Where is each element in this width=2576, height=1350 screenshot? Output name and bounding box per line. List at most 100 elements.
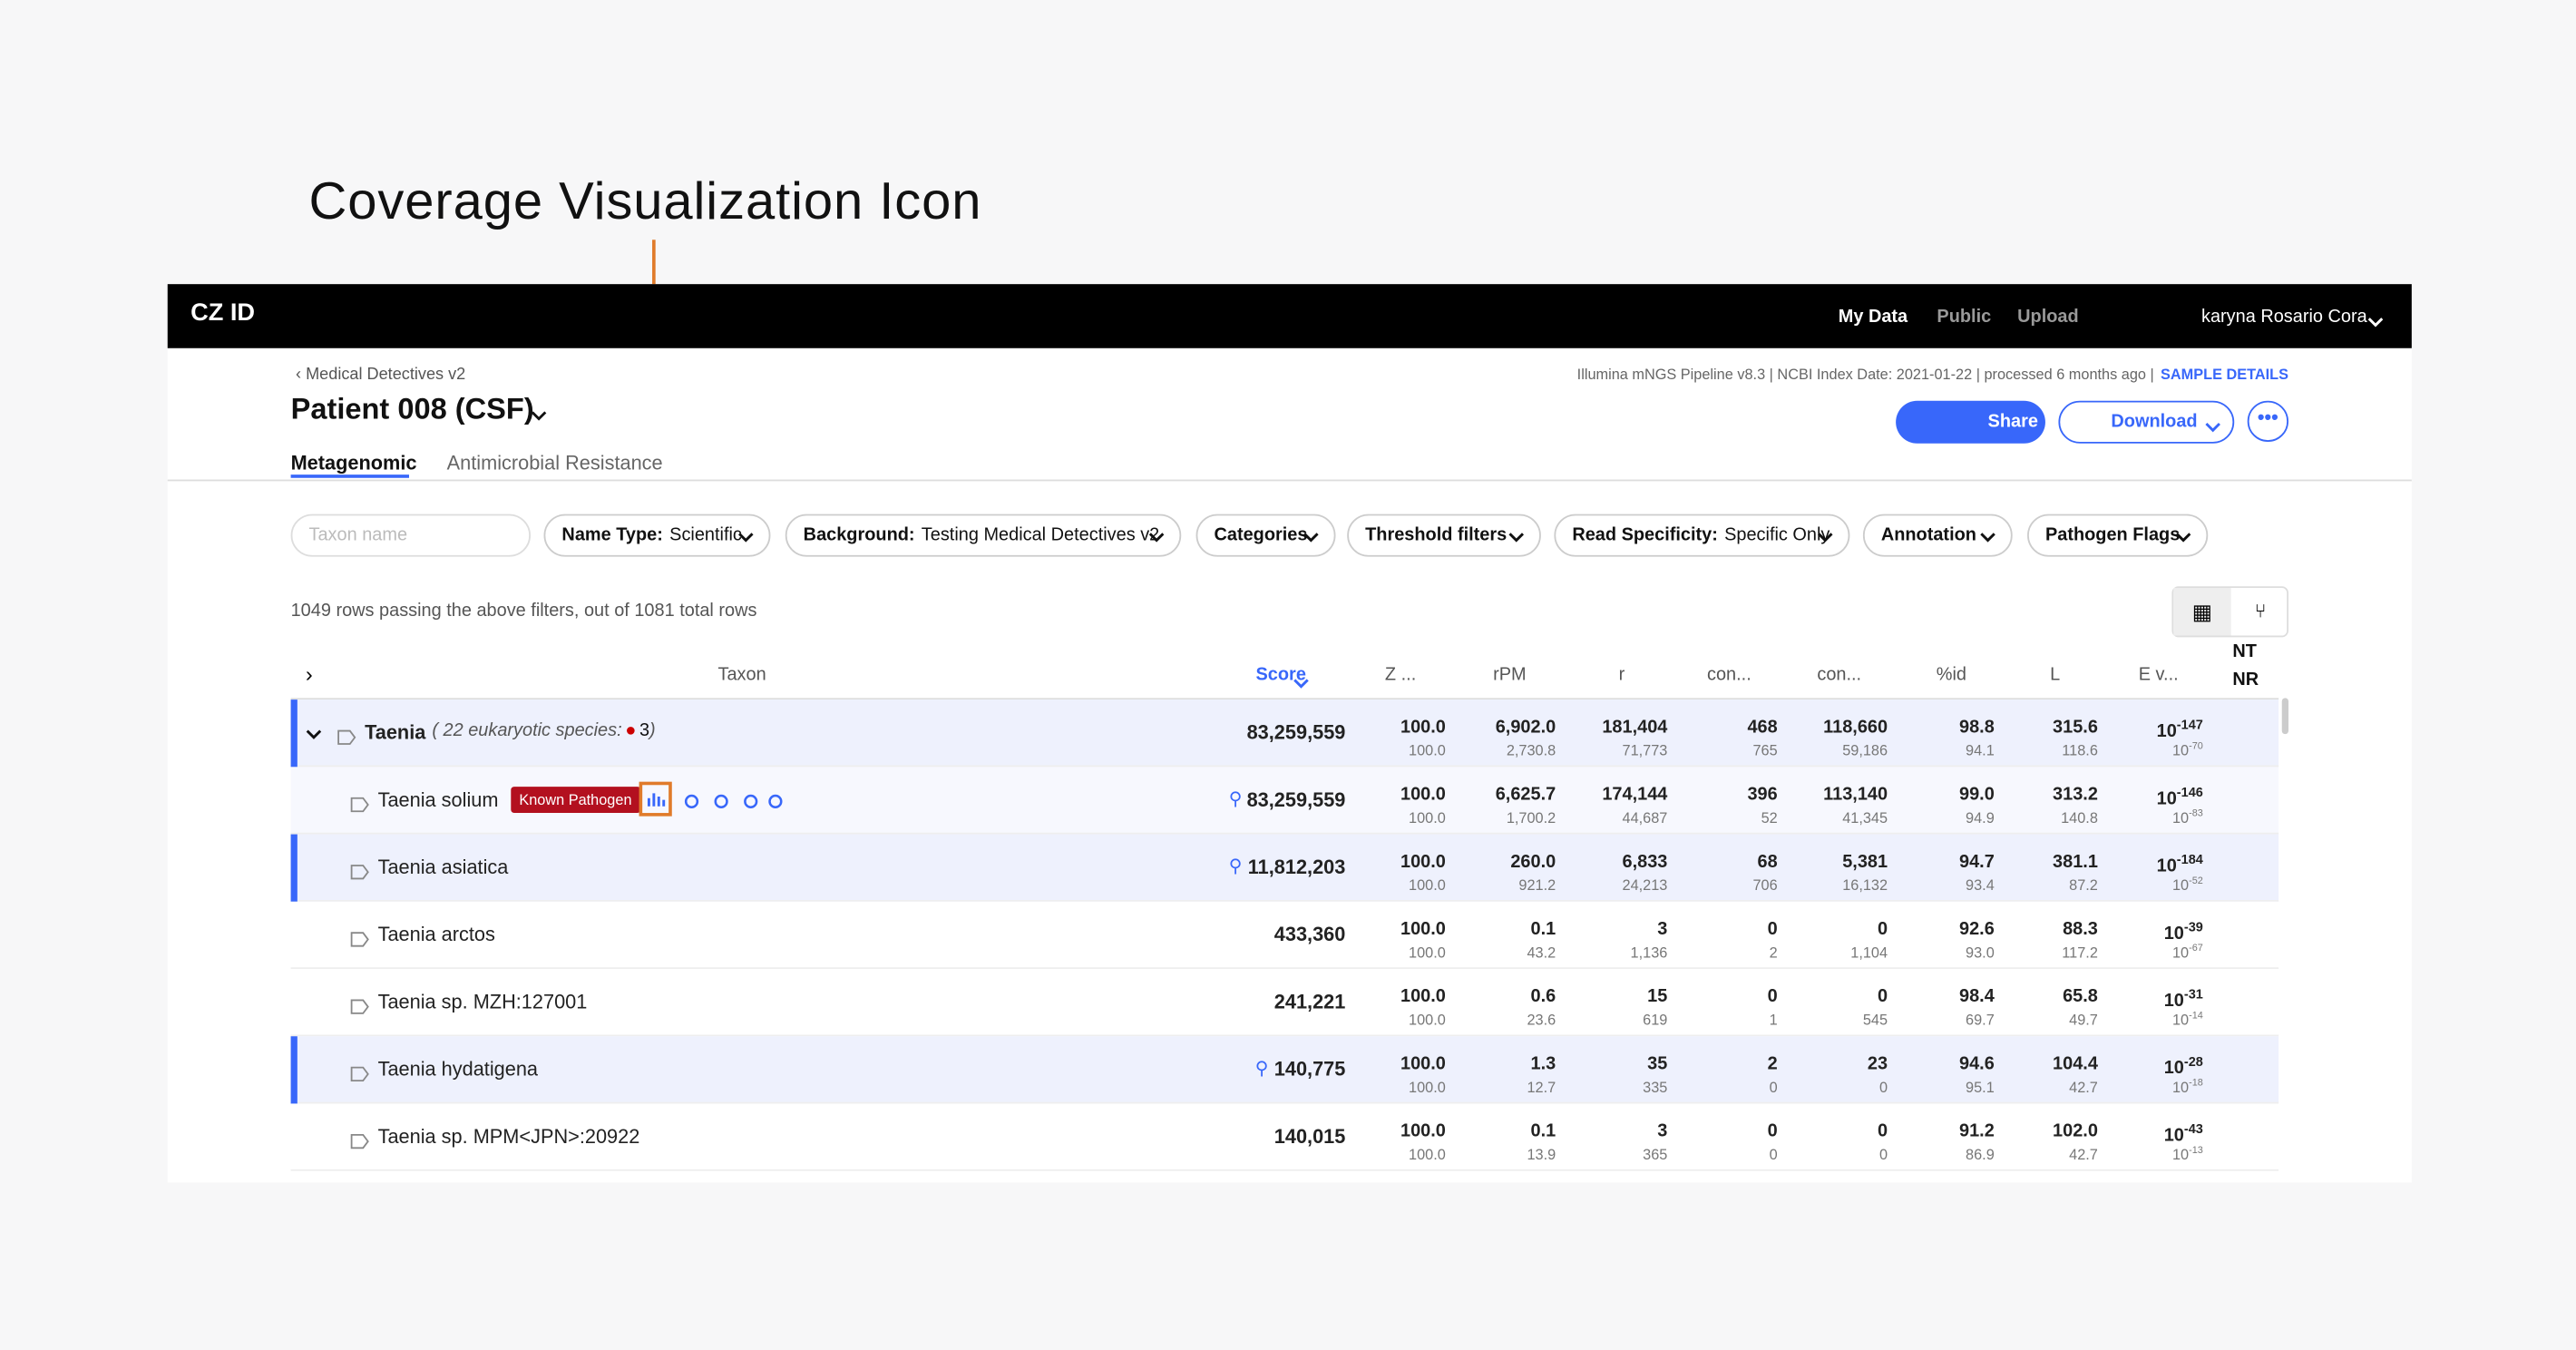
search-box[interactable]: Taxon name xyxy=(290,514,532,557)
action-icon[interactable] xyxy=(711,790,731,810)
view-toggle[interactable] xyxy=(2171,586,2289,638)
chevron xyxy=(1979,529,1995,545)
filter-pill[interactable]: Background: Testing Medical Detectives v2 xyxy=(785,514,1182,557)
metric-value: 0 xyxy=(1767,986,1778,1007)
column-header[interactable]: Score xyxy=(1255,665,1306,685)
taxon-name[interactable]: Taenia asiatica xyxy=(377,856,509,879)
table-row[interactable] xyxy=(290,969,2279,1037)
filter-pill[interactable]: Read Specificity: Specific Only xyxy=(1554,514,1850,557)
tab[interactable]: Metagenomic xyxy=(290,451,417,475)
column-header[interactable]: E v... xyxy=(2138,665,2179,685)
table-view[interactable]: ▦ xyxy=(2173,588,2231,636)
filter-pill[interactable]: Categories xyxy=(1195,514,1336,557)
filter-label: Threshold filters xyxy=(1365,525,1508,545)
expand-all[interactable]: › xyxy=(305,661,313,687)
taxon-name[interactable]: Taenia arctos xyxy=(377,923,495,946)
e-base: 10 xyxy=(2171,742,2190,759)
tag-icon xyxy=(350,926,370,947)
metric-value: 100.0 xyxy=(1409,809,1446,827)
coverage-icon[interactable] xyxy=(639,781,672,817)
e-base: 10 xyxy=(2171,1012,2190,1029)
filter-value: Specific Only xyxy=(1724,525,1830,545)
sort-icon xyxy=(1293,670,1309,689)
nav-link[interactable]: Upload xyxy=(2017,307,2079,328)
taxon-name[interactable]: Taenia sp. MPM<JPN>:20922 xyxy=(377,1124,640,1149)
column-header[interactable]: NT xyxy=(2232,641,2257,662)
table-row[interactable] xyxy=(290,901,2279,970)
metric-value: 13.9 xyxy=(1527,1146,1556,1163)
column-header[interactable]: con... xyxy=(1817,665,1862,685)
e-base: 10 xyxy=(2156,856,2177,877)
table-row[interactable] xyxy=(290,699,2279,768)
more-button[interactable]: ••• xyxy=(2247,400,2289,442)
e-value: 10-52 xyxy=(2172,877,2203,894)
e-base: 10 xyxy=(2156,789,2177,809)
meta-text: Illumina mNGS Pipeline v8.3 | NCBI Index… xyxy=(1576,366,2154,383)
metric-value: 49.7 xyxy=(2069,1012,2098,1029)
column-header[interactable]: %id xyxy=(1936,665,1967,685)
filter-pill[interactable]: Pathogen Flags xyxy=(2027,514,2209,557)
metric-value: 88.3 xyxy=(2063,919,2098,940)
score: 140,015 xyxy=(1273,1124,1346,1149)
e-base: 10 xyxy=(2163,1058,2184,1079)
e-exponent: -52 xyxy=(2189,876,2203,887)
action-icon[interactable] xyxy=(682,790,702,810)
download-button[interactable]: Download xyxy=(2058,400,2235,444)
metric-value: 44,687 xyxy=(1622,809,1668,827)
tree-view[interactable]: ⑂ xyxy=(2254,599,2267,623)
filter-pill[interactable]: Annotation xyxy=(1862,514,2013,557)
action-icon[interactable] xyxy=(766,790,785,810)
score: 11,812,203 xyxy=(1247,856,1346,879)
column-header[interactable]: Taxon xyxy=(717,665,766,685)
share-button[interactable]: Share xyxy=(1896,400,2045,444)
metric-value: 0.6 xyxy=(1530,986,1556,1007)
e-value: 10-31 xyxy=(2164,987,2203,1012)
chevron xyxy=(2175,529,2191,545)
table-row[interactable] xyxy=(290,1036,2279,1104)
user-menu[interactable]: karyna Rosario Cora xyxy=(2201,307,2367,328)
sample-title[interactable]: Patient 008 (CSF) xyxy=(290,392,534,426)
filter-pill[interactable]: Name Type: Scientific xyxy=(543,514,771,557)
column-header[interactable]: r xyxy=(1618,665,1625,685)
metric-value: 6,902.0 xyxy=(1495,718,1556,738)
taxon-name[interactable]: Taenia sp. MZH:127001 xyxy=(377,990,588,1013)
score: 83,259,559 xyxy=(1246,788,1346,812)
details-link[interactable]: SAMPLE DETAILS xyxy=(2161,366,2289,383)
filter-pill[interactable]: Threshold filters xyxy=(1347,514,1541,557)
taxon-name[interactable]: Taenia hydatigena xyxy=(377,1057,539,1081)
tab[interactable]: Antimicrobial Resistance xyxy=(446,451,663,475)
metric-value: 98.8 xyxy=(1958,718,1995,738)
nav-link[interactable]: My Data xyxy=(1838,307,1908,328)
metric-value: 0.1 xyxy=(1530,1121,1556,1142)
e-value: 10-18 xyxy=(2172,1079,2203,1095)
metric-value: 100.0 xyxy=(1400,919,1446,940)
metric-value: 5,381 xyxy=(1842,852,1888,873)
e-base: 10 xyxy=(2156,721,2177,742)
filter-label: Name Type: xyxy=(561,525,663,545)
metric-value: 118,660 xyxy=(1823,718,1888,738)
taxon-name[interactable]: Taenia solium xyxy=(377,788,499,812)
pin-icon: ⚲ xyxy=(1228,789,1243,810)
column-header[interactable]: con... xyxy=(1707,665,1751,685)
tag-icon xyxy=(350,993,370,1014)
table-row[interactable] xyxy=(290,834,2279,902)
column-header[interactable]: L xyxy=(2050,665,2061,685)
metric-value: 100.0 xyxy=(1400,986,1446,1007)
e-exponent: -31 xyxy=(2183,986,2203,1003)
metric-value: 69.7 xyxy=(1966,1012,1995,1029)
column-header[interactable]: NR xyxy=(2232,670,2259,690)
e-exponent: -146 xyxy=(2176,785,2203,800)
e-value: 10-67 xyxy=(2172,944,2203,961)
column-header[interactable]: rPM xyxy=(1493,665,1527,685)
column-header[interactable]: Z ... xyxy=(1384,665,1417,685)
expand-toggle[interactable] xyxy=(306,721,322,751)
taxon-name[interactable]: Taenia xyxy=(365,720,426,745)
action-icon[interactable] xyxy=(741,790,761,810)
breadcrumb[interactable]: ‹ Medical Detectives v2 xyxy=(296,366,466,385)
table-row[interactable] xyxy=(290,1103,2279,1171)
nav-link[interactable]: Public xyxy=(1937,307,1992,328)
chevron xyxy=(531,402,547,421)
e-value: 10-39 xyxy=(2164,920,2203,944)
e-exponent: -147 xyxy=(2176,718,2203,733)
metric-value: 2 xyxy=(1769,944,1778,961)
